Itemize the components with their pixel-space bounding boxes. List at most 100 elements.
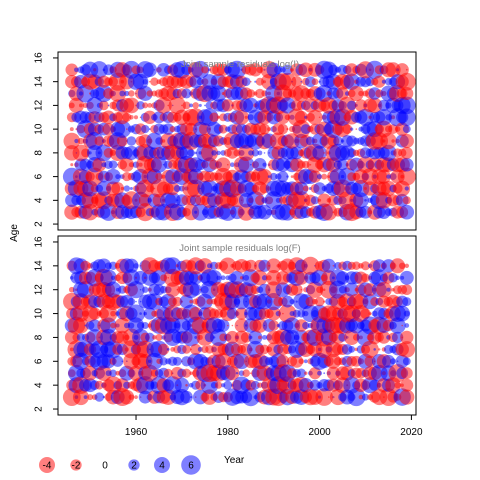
residual-bubble bbox=[129, 115, 134, 120]
residual-bubble bbox=[323, 300, 326, 303]
panel-top-bubbles bbox=[62, 60, 416, 222]
y-tick-label: 4 bbox=[34, 197, 45, 203]
residual-bubble bbox=[397, 167, 416, 186]
residual-bubble bbox=[188, 168, 204, 185]
residual-bubble bbox=[252, 318, 268, 333]
residual-bubble bbox=[401, 284, 413, 296]
residual-bubble bbox=[361, 273, 370, 283]
residual-bubble bbox=[124, 258, 139, 273]
residual-bubble bbox=[165, 282, 181, 298]
residual-bubble bbox=[253, 158, 267, 172]
x-tick-label: 1980 bbox=[217, 427, 240, 438]
residual-bubble bbox=[235, 371, 239, 375]
residual-bubble bbox=[128, 394, 135, 400]
residual-bubble bbox=[150, 156, 168, 173]
residual-bubble bbox=[400, 86, 414, 101]
residual-bubble bbox=[143, 110, 157, 125]
residual-bubble bbox=[348, 85, 364, 102]
residual-bubble bbox=[80, 260, 91, 271]
residual-bubble bbox=[261, 275, 268, 281]
residual-bubble bbox=[350, 127, 354, 131]
y-tick-label: 16 bbox=[34, 236, 45, 248]
residual-bubble bbox=[92, 157, 107, 172]
residual-bubble bbox=[230, 270, 244, 285]
residual-bubble bbox=[346, 100, 357, 111]
residual-bubble bbox=[189, 103, 194, 108]
residual-bubble bbox=[357, 108, 374, 126]
residual-bubble bbox=[123, 185, 130, 192]
residual-bubble bbox=[262, 335, 267, 340]
residual-bubble bbox=[248, 63, 263, 77]
residual-bubble bbox=[317, 370, 323, 376]
legend-bubble bbox=[70, 459, 82, 471]
residual-bubble bbox=[294, 110, 308, 124]
residual-bubble bbox=[116, 135, 128, 147]
residual-bubble bbox=[240, 332, 252, 343]
residual-bubble bbox=[399, 133, 414, 149]
residual-bubble bbox=[146, 132, 163, 150]
residual-bubble bbox=[292, 191, 311, 210]
residual-bubble bbox=[189, 283, 202, 296]
residual-bubble bbox=[181, 104, 183, 107]
residual-bubble bbox=[399, 204, 415, 220]
residual-bubble bbox=[291, 76, 303, 88]
residual-bubble bbox=[146, 90, 154, 97]
legend-label: -4 bbox=[43, 461, 52, 472]
residual-bubble bbox=[390, 358, 397, 365]
residual-bubble bbox=[323, 152, 326, 154]
residual-bubble bbox=[145, 332, 155, 343]
y-tick-label: 14 bbox=[34, 76, 45, 88]
legend-bubble bbox=[128, 459, 140, 471]
residual-bubble bbox=[201, 389, 218, 405]
residual-bubble bbox=[134, 395, 138, 399]
residual-bubble bbox=[185, 383, 188, 387]
residual-bubble bbox=[169, 126, 176, 133]
residual-bubble bbox=[267, 127, 272, 132]
residual-bubble bbox=[397, 72, 416, 91]
residual-bubble bbox=[126, 136, 137, 146]
residual-bubble bbox=[172, 356, 182, 366]
residual-bubble bbox=[141, 321, 149, 330]
residual-bubble bbox=[281, 295, 294, 308]
residual-bubble bbox=[96, 365, 112, 382]
residual-bubble bbox=[201, 66, 209, 74]
residual-bubble bbox=[215, 157, 231, 173]
residual-bubble bbox=[152, 335, 157, 340]
residual-bubble bbox=[82, 365, 98, 381]
residual-bubble bbox=[226, 308, 238, 320]
residual-bubble bbox=[399, 157, 414, 172]
residual-bubble bbox=[108, 160, 118, 170]
residual-bubble bbox=[153, 69, 156, 71]
residual-bubble bbox=[142, 79, 148, 85]
y-tick-label: 10 bbox=[34, 123, 45, 135]
residual-bubble bbox=[404, 323, 410, 328]
residual-bubble bbox=[296, 368, 306, 378]
residual-bubble bbox=[277, 123, 289, 135]
residual-bubble bbox=[381, 79, 386, 84]
residual-bubble bbox=[173, 185, 181, 192]
residual-bubble bbox=[400, 330, 414, 345]
residual-bubble bbox=[86, 97, 104, 114]
residual-bubble bbox=[210, 85, 227, 102]
residual-bubble bbox=[123, 97, 140, 114]
residual-bubble bbox=[128, 162, 135, 168]
residual-bubble bbox=[386, 174, 391, 179]
residual-bubble bbox=[126, 128, 128, 130]
x-tick-label: 2020 bbox=[400, 427, 423, 438]
y-tick-label: 10 bbox=[34, 308, 45, 320]
residual-bubble bbox=[87, 394, 94, 401]
residual-bubble bbox=[85, 167, 104, 186]
residual-bubble bbox=[360, 261, 371, 271]
panel-bottom-frame bbox=[57, 235, 417, 416]
residual-bubble bbox=[255, 195, 265, 206]
residual-bubble bbox=[304, 371, 308, 375]
residual-bubble bbox=[88, 307, 101, 320]
y-tick-label: 8 bbox=[34, 334, 45, 340]
residual-bubble bbox=[155, 172, 163, 181]
residual-bubble bbox=[189, 271, 203, 285]
residual-bubble bbox=[394, 382, 401, 389]
residual-bubble bbox=[105, 281, 122, 298]
residual-bubble bbox=[290, 354, 304, 368]
residual-bubble bbox=[376, 169, 391, 184]
